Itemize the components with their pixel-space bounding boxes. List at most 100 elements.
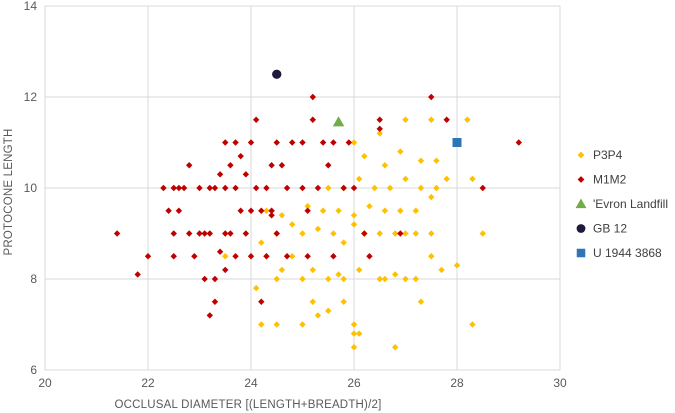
- data-point: [402, 230, 409, 237]
- data-point: [206, 230, 213, 237]
- data-point: [402, 175, 409, 183]
- data-point: [201, 275, 208, 283]
- data-point: [222, 253, 229, 260]
- legend-marker: [577, 176, 585, 183]
- data-point: [252, 184, 260, 192]
- data-point: [350, 184, 358, 192]
- data-point: [258, 207, 265, 214]
- data-point: [206, 184, 213, 192]
- data-point: [134, 271, 141, 278]
- data-point: [304, 203, 311, 210]
- data-point: [515, 139, 522, 146]
- legend-label: P3P4: [593, 148, 623, 162]
- data-point: [299, 184, 306, 192]
- data-point: [376, 125, 383, 133]
- data-point: [222, 184, 229, 192]
- data-point: [428, 230, 435, 237]
- data-point: [319, 139, 327, 146]
- data-point: [309, 298, 316, 305]
- y-tick-label: 12: [24, 90, 38, 104]
- data-point: [309, 93, 316, 101]
- data-point: [299, 139, 306, 146]
- data-points: [113, 69, 522, 351]
- data-point: [381, 207, 389, 214]
- data-point: [433, 184, 440, 192]
- data-point: [438, 266, 445, 274]
- data-point: [232, 184, 239, 192]
- data-point: [428, 116, 435, 123]
- data-point: [330, 230, 337, 237]
- data-point: [376, 130, 383, 137]
- data-point: [469, 175, 476, 183]
- data-point: [355, 266, 363, 274]
- data-point: [247, 139, 255, 146]
- data-point: [453, 262, 461, 269]
- data-point: [366, 253, 373, 260]
- legend-label: GB 12: [593, 222, 627, 236]
- data-point: [340, 275, 347, 283]
- data-point: [412, 275, 419, 283]
- data-point: [412, 230, 419, 237]
- data-point: [464, 116, 471, 123]
- data-point: [165, 207, 172, 214]
- data-point: [479, 230, 486, 237]
- data-point: [325, 162, 332, 169]
- legend-label: U 1944 3868: [593, 246, 662, 260]
- data-point: [428, 253, 435, 260]
- data-point: [175, 184, 183, 192]
- data-point: [376, 116, 383, 123]
- data-point: [278, 266, 286, 274]
- data-point: [340, 298, 347, 305]
- data-point: [392, 230, 399, 237]
- data-point: [211, 298, 219, 305]
- legend-item: GB 12: [576, 222, 627, 236]
- data-point: [186, 162, 193, 169]
- data-point: [325, 184, 332, 192]
- data-point: [289, 221, 296, 228]
- data-point: [258, 321, 265, 328]
- data-point: [263, 253, 270, 260]
- axes: 20 22 24 26 28 30 6 8 10 12 14: [24, 0, 567, 390]
- data-point: [443, 175, 450, 183]
- data-point: [309, 116, 316, 123]
- data-point: [227, 162, 234, 169]
- data-point: [289, 253, 296, 260]
- data-point: [222, 230, 229, 237]
- data-point: [319, 207, 327, 214]
- legend-marker: [577, 151, 585, 159]
- data-point: [392, 271, 399, 278]
- data-point: [381, 162, 389, 169]
- data-point: [402, 275, 409, 283]
- data-point: [263, 184, 270, 192]
- data-point: [355, 175, 363, 183]
- data-point: [417, 298, 425, 305]
- x-tick-label: 24: [244, 376, 258, 390]
- data-point: [227, 230, 234, 237]
- data-point: [186, 230, 193, 237]
- data-point: [417, 184, 425, 192]
- data-point: [196, 230, 203, 237]
- series-3: [272, 69, 282, 79]
- data-point: [237, 152, 244, 160]
- data-point: [237, 207, 244, 214]
- data-point: [361, 230, 368, 237]
- data-point: [330, 139, 337, 146]
- legend-label: 'Evron Landfill: [593, 197, 668, 211]
- x-axis-label: OCCLUSAL DIAMETER [(LENGTH+BREADTH)/2]: [115, 399, 382, 411]
- data-point: [371, 184, 378, 192]
- x-tick-label: 22: [141, 376, 155, 390]
- data-point: [242, 171, 250, 178]
- data-point: [273, 139, 280, 146]
- data-point: [263, 207, 270, 214]
- data-point: [350, 321, 358, 328]
- data-point: [113, 230, 121, 237]
- data-point: [304, 253, 311, 260]
- data-point: [335, 271, 342, 278]
- legend-item: M1M2: [577, 173, 627, 187]
- data-point: [376, 275, 383, 283]
- data-point: [452, 138, 462, 147]
- data-point: [247, 253, 255, 260]
- data-point: [175, 207, 183, 214]
- data-point: [397, 230, 404, 237]
